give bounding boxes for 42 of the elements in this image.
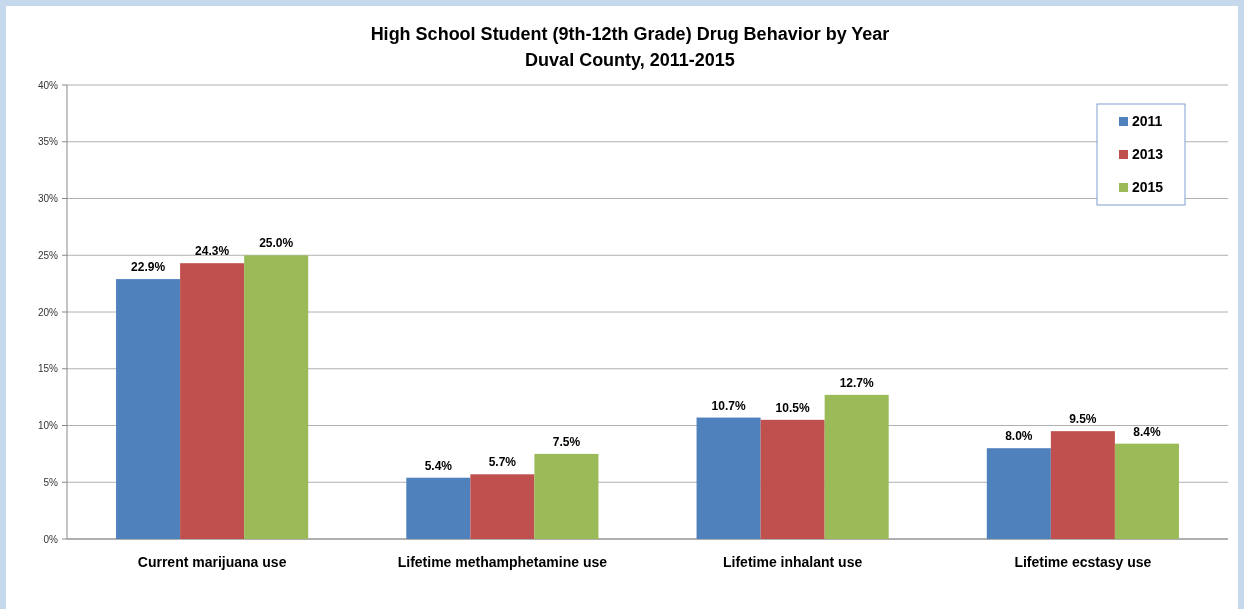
x-tick-label: Lifetime ecstasy use: [1014, 554, 1152, 570]
y-tick-label: 25%: [37, 249, 59, 261]
legend-label: 2013: [1132, 146, 1164, 162]
bar: [986, 448, 1051, 539]
data-label: 12.7%: [839, 375, 875, 390]
chart-title: High School Student (9th-12th Grade) Drug Behavior by Year: [370, 24, 890, 44]
bar: [696, 417, 761, 539]
data-label: 7.5%: [552, 434, 581, 449]
x-tick-label: Lifetime methamphetamine use: [397, 554, 608, 570]
data-label: 8.0%: [1005, 429, 1033, 444]
bar: [244, 255, 309, 539]
data-label: 24.3%: [195, 244, 230, 259]
bar: [180, 263, 245, 539]
x-tick-label: Lifetime inhalant use: [723, 554, 863, 570]
legend-label: 2011: [1132, 113, 1163, 129]
data-label: 9.5%: [1069, 412, 1097, 427]
y-tick-label: 30%: [37, 193, 59, 204]
x-tick-label: Current marijuana use: [137, 554, 287, 570]
y-tick-label: 5%: [43, 476, 59, 488]
data-label: 10.7%: [711, 398, 746, 413]
y-tick-label: 35%: [37, 136, 59, 148]
data-label: 10.5%: [775, 400, 810, 415]
data-label: 5.7%: [488, 455, 517, 470]
bar: [1114, 443, 1179, 539]
data-label: 25.0%: [259, 236, 294, 251]
bar: [760, 419, 825, 539]
bar: [406, 477, 471, 539]
y-tick-label: 40%: [37, 79, 59, 91]
y-tick-label: 15%: [37, 363, 59, 375]
bar: [1050, 431, 1115, 539]
y-tick-label: 0%: [43, 533, 59, 545]
data-label: 22.9%: [131, 260, 166, 275]
legend-label: 2015: [1132, 179, 1164, 195]
y-tick-label: 20%: [37, 306, 59, 318]
chart-subtitle: Duval County, 2011-2015: [525, 50, 735, 70]
bar: [116, 279, 181, 539]
bar: [470, 474, 535, 539]
bar: [824, 394, 889, 539]
data-label: 8.4%: [1133, 424, 1161, 439]
y-tick-label: 10%: [37, 420, 59, 431]
bar: [534, 453, 599, 539]
data-label: 5.4%: [424, 458, 453, 473]
